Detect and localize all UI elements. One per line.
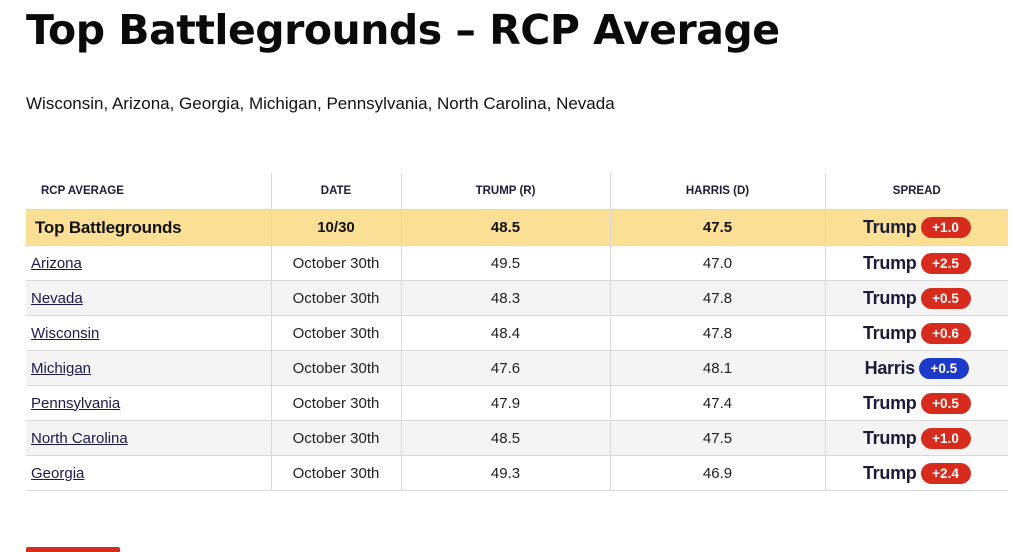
- state-link[interactable]: Nevada: [31, 289, 83, 307]
- spread-cell: Trump +1.0: [824, 420, 1008, 456]
- spread-badge: +2.4: [920, 462, 971, 484]
- state-cell: Michigan: [26, 350, 271, 386]
- spread-leader: Trump: [862, 252, 917, 273]
- harris-value: 47.0: [609, 245, 825, 281]
- state-cell: Nevada: [26, 280, 271, 316]
- table-row: Nevada October 30th 48.3 47.8 Trump +0.5: [26, 280, 1008, 316]
- state-cell: Arizona: [26, 245, 271, 281]
- header-trump[interactable]: TRUMP (R): [400, 173, 610, 210]
- spread-badge: +0.6: [920, 322, 971, 344]
- table-header-row: RCP AVERAGE DATE TRUMP (R) HARRIS (D) SP…: [26, 173, 1008, 210]
- state-link[interactable]: Pennsylvania: [31, 394, 121, 412]
- state-link[interactable]: Georgia: [31, 464, 85, 482]
- table-row: Georgia October 30th 49.3 46.9 Trump +2.4: [26, 455, 1008, 491]
- spread-badge: +1.0: [920, 427, 971, 449]
- date-cell: October 30th: [270, 455, 401, 491]
- state-cell: Pennsylvania: [26, 385, 271, 421]
- trump-value: 47.9: [400, 385, 610, 421]
- date-cell: October 30th: [270, 350, 401, 386]
- date-cell: October 30th: [270, 315, 401, 351]
- spread-leader: Trump: [862, 462, 917, 483]
- state-cell: Wisconsin: [26, 315, 271, 351]
- date-cell: October 30th: [270, 385, 401, 421]
- harris-value: 47.8: [609, 315, 825, 351]
- average-date: 10/30: [270, 209, 401, 246]
- spread-cell: Trump +0.6: [824, 315, 1008, 351]
- harris-value: 47.8: [609, 280, 825, 316]
- trump-value: 48.3: [400, 280, 610, 316]
- header-date[interactable]: DATE: [270, 173, 401, 210]
- table-row: Wisconsin October 30th 48.4 47.8 Trump +0.6: [26, 315, 1008, 351]
- rcp-average-table: RCP AVERAGE DATE TRUMP (R) HARRIS (D) SP…: [26, 173, 1008, 491]
- trump-value: 49.3: [400, 455, 610, 491]
- spread-leader: Trump: [862, 287, 917, 308]
- average-spread: Trump +1.0: [824, 209, 1008, 246]
- header-spread[interactable]: SPREAD: [824, 173, 1008, 210]
- state-link[interactable]: North Carolina: [31, 429, 128, 447]
- table-row: Arizona October 30th 49.5 47.0 Trump +2.5: [26, 245, 1008, 281]
- table-row: Michigan October 30th 47.6 48.1 Harris +0.5: [26, 350, 1008, 386]
- date-cell: October 30th: [270, 420, 401, 456]
- state-link[interactable]: Michigan: [31, 359, 92, 377]
- trump-value: 49.5: [400, 245, 610, 281]
- state-link[interactable]: Arizona: [31, 254, 82, 272]
- state-link[interactable]: Wisconsin: [31, 324, 100, 342]
- state-cell: North Carolina: [26, 420, 271, 456]
- date-cell: October 30th: [270, 280, 401, 316]
- spread-badge: +0.5: [920, 287, 971, 309]
- trump-value: 47.6: [400, 350, 610, 386]
- trump-value: 48.4: [400, 315, 610, 351]
- spread-leader: Trump: [862, 392, 917, 413]
- date-cell: October 30th: [270, 245, 401, 281]
- average-name: Top Battlegrounds: [26, 209, 271, 246]
- spread-badge: +0.5: [920, 392, 971, 414]
- average-harris: 47.5: [609, 209, 825, 246]
- spread-cell: Trump +0.5: [824, 280, 1008, 316]
- average-row: Top Battlegrounds 10/30 48.5 47.5 Trump +…: [26, 209, 1008, 246]
- harris-value: 47.5: [609, 420, 825, 456]
- spread-cell: Trump +0.5: [824, 385, 1008, 421]
- page-subtitle: Wisconsin, Arizona, Georgia, Michigan, P…: [26, 94, 615, 113]
- table-row: North Carolina October 30th 48.5 47.5 Trump +…: [26, 420, 1008, 456]
- header-harris[interactable]: HARRIS (D): [609, 173, 825, 210]
- harris-value: 48.1: [609, 350, 825, 386]
- harris-value: 47.4: [609, 385, 825, 421]
- spread-badge: +1.0: [920, 217, 971, 238]
- state-cell: Georgia: [26, 455, 271, 491]
- header-rcp-average[interactable]: RCP AVERAGE: [26, 173, 271, 210]
- spread-leader: Trump: [862, 322, 917, 343]
- spread-leader: Trump: [862, 217, 917, 237]
- table-row: Pennsylvania October 30th 47.9 47.4 Trump +0.…: [26, 385, 1008, 421]
- spread-badge: +2.5: [920, 252, 971, 274]
- spread-badge: +0.5: [918, 357, 969, 379]
- spread-leader: Trump: [862, 427, 917, 448]
- spread-leader: Harris: [864, 357, 916, 378]
- page-title: Top Battlegrounds – RCP Average: [26, 6, 780, 54]
- spread-cell: Trump +2.5: [824, 245, 1008, 281]
- spread-cell: Harris +0.5: [824, 350, 1008, 386]
- trump-value: 48.5: [400, 420, 610, 456]
- spread-cell: Trump +2.4: [824, 455, 1008, 491]
- harris-value: 46.9: [609, 455, 825, 491]
- average-trump: 48.5: [400, 209, 610, 246]
